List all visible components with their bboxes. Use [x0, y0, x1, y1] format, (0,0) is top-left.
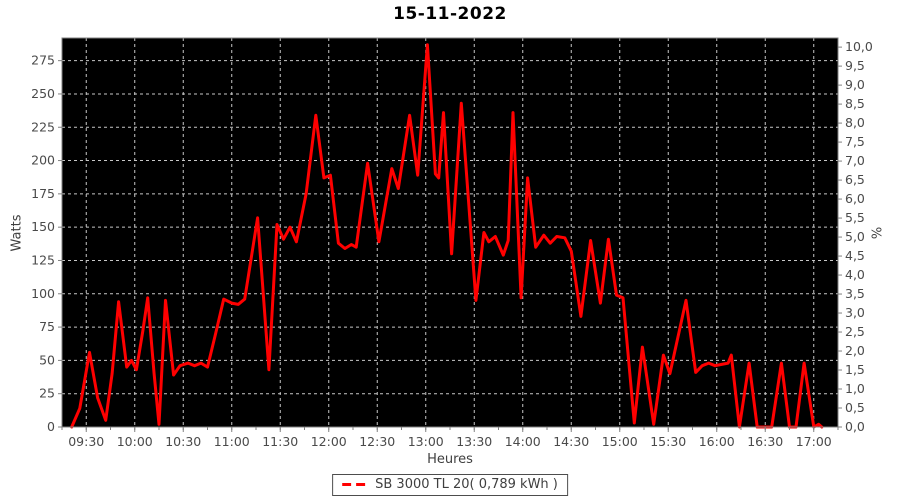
- y-left-tick-label: 125: [31, 252, 55, 267]
- y-left-tick-label: 175: [31, 186, 55, 201]
- y-axis-label-percent: %: [870, 226, 886, 240]
- y-right-tick-label: 1,0: [845, 381, 865, 396]
- y-right-tick-label: 9,5: [845, 58, 865, 73]
- x-axis-label-heures: Heures: [427, 452, 473, 467]
- y-right-tick-label: 2,0: [845, 343, 865, 358]
- x-tick-label: 14:00: [505, 434, 541, 449]
- y-right-tick-label: 10,0: [845, 39, 873, 54]
- y-left-tick-label: 225: [31, 119, 55, 134]
- y-left-tick-label: 25: [39, 386, 55, 401]
- y-right-tick-label: 6,0: [845, 191, 865, 206]
- legend-label: SB 3000 TL 20( 0,789 kWh ): [375, 477, 558, 492]
- x-tick-label: 11:30: [262, 434, 298, 449]
- x-tick-label: 13:00: [408, 434, 444, 449]
- y-right-tick-label: 5,0: [845, 229, 865, 244]
- x-tick-label: 12:00: [311, 434, 347, 449]
- y-right-tick-label: 6,5: [845, 172, 865, 187]
- chart-title: 15-11-2022: [393, 4, 507, 24]
- y-right-tick-label: 2,5: [845, 324, 865, 339]
- y-right-tick-label: 1,5: [845, 362, 865, 377]
- y-left-tick-label: 75: [39, 319, 55, 334]
- y-right-tick-label: 7,0: [845, 153, 865, 168]
- x-tick-label: 15:30: [650, 434, 686, 449]
- y-left-tick-label: 275: [31, 53, 55, 68]
- y-right-tick-label: 8,5: [845, 96, 865, 111]
- y-right-tick-label: 0,0: [845, 419, 865, 434]
- x-tick-label: 13:30: [456, 434, 492, 449]
- x-tick-label: 16:00: [699, 434, 735, 449]
- x-tick-label: 14:30: [553, 434, 589, 449]
- y-right-tick-label: 0,5: [845, 400, 865, 415]
- y-right-tick-label: 9,0: [845, 77, 865, 92]
- x-tick-label: 10:00: [117, 434, 153, 449]
- y-right-tick-label: 3,5: [845, 286, 865, 301]
- x-tick-label: 11:00: [214, 434, 250, 449]
- y-right-tick-label: 3,0: [845, 305, 865, 320]
- y-right-tick-label: 8,0: [845, 115, 865, 130]
- legend-line-swatch: [342, 483, 369, 486]
- y-left-tick-label: 250: [31, 86, 55, 101]
- y-left-tick-label: 100: [31, 286, 55, 301]
- x-tick-label: 17:00: [796, 434, 832, 449]
- y-axis-label-watts: Watts: [9, 214, 25, 252]
- x-tick-label: 12:30: [359, 434, 395, 449]
- series-line: [70, 43, 824, 429]
- y-left-tick-label: 50: [39, 352, 55, 367]
- y-left-tick-label: 150: [31, 219, 55, 234]
- x-tick-label: 16:30: [747, 434, 783, 449]
- x-tick-label: 15:00: [602, 434, 638, 449]
- y-right-tick-label: 4,0: [845, 267, 865, 282]
- x-tick-label: 10:30: [165, 434, 201, 449]
- y-right-tick-label: 5,5: [845, 210, 865, 225]
- y-right-tick-label: 7,5: [845, 134, 865, 149]
- y-left-tick-label: 0: [47, 419, 55, 434]
- x-tick-label: 09:30: [68, 434, 104, 449]
- y-right-tick-label: 4,5: [845, 248, 865, 263]
- y-left-tick-label: 200: [31, 153, 55, 168]
- legend: SB 3000 TL 20( 0,789 kWh ): [332, 474, 568, 496]
